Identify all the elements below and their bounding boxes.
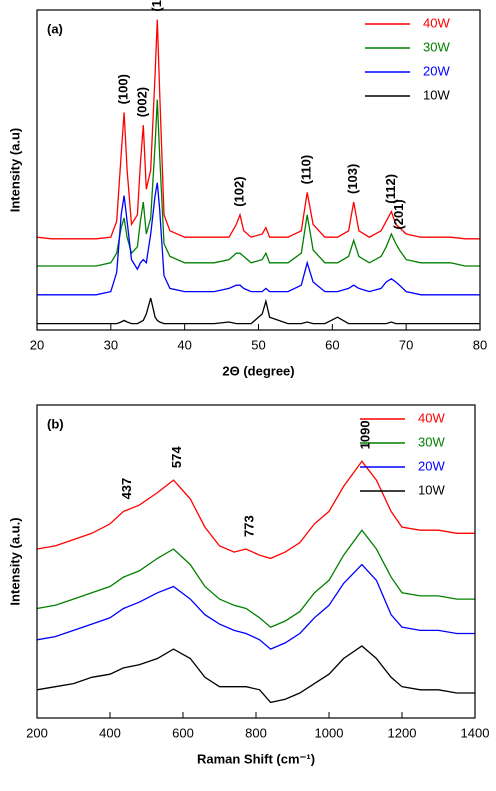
panel-label: (b) (47, 416, 64, 431)
peak-label: 574 (169, 446, 184, 468)
peak-label: 773 (242, 515, 257, 537)
peak-label: (002) (135, 87, 150, 117)
x-tick-label: 60 (325, 337, 339, 352)
series-line (36, 645, 475, 704)
y-axis-label: Intensity (a.u.) (7, 517, 22, 605)
y-axis-label: Intensity (a.u) (7, 128, 22, 213)
x-tick-label: 1400 (461, 725, 490, 740)
plot-frame (36, 404, 476, 719)
peak-label: 1090 (357, 420, 372, 449)
legend-label: 30W (418, 434, 445, 449)
peak-label: (201) (391, 199, 406, 229)
x-tick-label: 30 (104, 337, 118, 352)
peak-label: (100) (116, 74, 131, 104)
legend-label: 40W (423, 15, 450, 30)
x-axis-label: 2Θ (degree) (222, 363, 294, 378)
x-tick-label: 70 (399, 337, 413, 352)
series-line (37, 182, 480, 296)
peak-label: 437 (119, 478, 134, 500)
series-line (37, 297, 480, 325)
x-axis-label: Raman Shift (cm⁻¹) (197, 751, 315, 766)
x-tick-label: 400 (99, 725, 121, 740)
series-line (36, 19, 480, 240)
legend-label: 30W (423, 39, 450, 54)
x-tick-label: 40 (177, 337, 191, 352)
peak-label: (103) (345, 164, 360, 194)
x-tick-label: 800 (245, 725, 267, 740)
x-tick-label: 600 (172, 725, 194, 740)
x-tick-label: 20 (30, 337, 44, 352)
series-line (37, 99, 480, 267)
x-tick-label: 200 (26, 725, 48, 740)
series-line (36, 563, 475, 650)
legend-label: 20W (423, 63, 450, 78)
series-line (36, 460, 475, 560)
x-tick-label: 1000 (315, 725, 344, 740)
legend-label: 10W (423, 87, 450, 102)
peak-label: (112) (383, 174, 398, 204)
series-line (36, 529, 475, 628)
panel-label: (a) (47, 21, 63, 36)
peak-label: (102) (231, 176, 246, 206)
legend-label: 10W (418, 482, 445, 497)
x-tick-label: 1200 (388, 725, 417, 740)
legend-label: 40W (418, 410, 445, 425)
plot-frame (36, 9, 481, 331)
peak-label: (101) (149, 0, 164, 12)
x-tick-label: 50 (251, 337, 265, 352)
peak-label: (110) (299, 155, 314, 185)
legend-label: 20W (418, 458, 445, 473)
x-tick-label: 80 (473, 337, 487, 352)
